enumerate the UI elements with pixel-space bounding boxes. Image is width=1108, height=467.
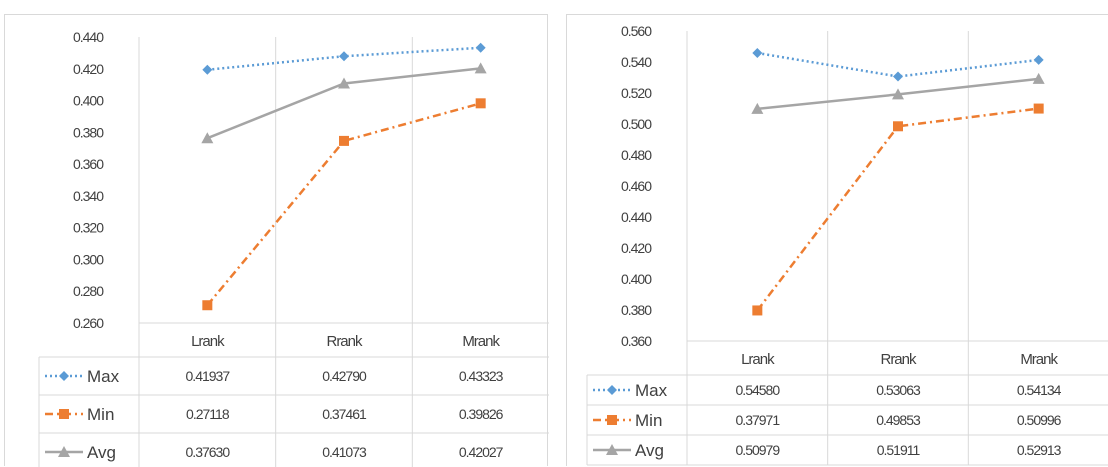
data-point-max bbox=[893, 71, 903, 82]
y-tick-label: 0.340 bbox=[73, 188, 104, 204]
data-point-avg bbox=[338, 77, 350, 89]
data-table-cell: 0.37971 bbox=[736, 412, 781, 428]
data-table-cell: 0.42027 bbox=[459, 444, 504, 460]
y-tick-label: 0.520 bbox=[621, 85, 652, 101]
data-point-min bbox=[339, 135, 349, 146]
series-line-max bbox=[207, 46, 481, 72]
data-table-cell: 0.27118 bbox=[186, 406, 230, 422]
series-line-min bbox=[756, 107, 1039, 312]
y-tick-label: 0.460 bbox=[621, 178, 652, 194]
chart-panel-left: 0.440 0.420 0.400 0.380 0.360 0.340 0.320 0.300… bbox=[4, 14, 549, 467]
data-table-cell: 0.41073 bbox=[322, 444, 367, 460]
data-point-avg bbox=[751, 102, 764, 114]
data-table-cell: 0.37630 bbox=[186, 444, 231, 460]
y-tick-label: 0.560 bbox=[621, 23, 652, 39]
data-table-cell: 0.41937 bbox=[186, 368, 231, 384]
y-tick-label: 0.260 bbox=[73, 315, 104, 331]
data-point-max bbox=[752, 48, 763, 59]
data-table-cell: 0.42790 bbox=[322, 368, 367, 384]
data-point-min bbox=[1033, 103, 1044, 114]
category-label: Lrank bbox=[741, 351, 775, 368]
y-tick-label: 0.360 bbox=[621, 333, 652, 349]
y-tick-label: 0.420 bbox=[73, 61, 104, 77]
legend-series-name: Avg bbox=[635, 441, 664, 460]
data-table-cell: 0.52913 bbox=[1017, 442, 1062, 458]
category-label: Lrank bbox=[191, 333, 225, 350]
y-tick-label: 0.400 bbox=[621, 271, 652, 287]
legend-key-marker-max bbox=[59, 371, 69, 381]
data-table-cell: 0.51911 bbox=[877, 442, 921, 458]
data-point-min bbox=[752, 305, 763, 316]
data-point-avg bbox=[892, 88, 904, 100]
category-label: Rrank bbox=[880, 351, 917, 368]
y-tick-label: 0.380 bbox=[73, 124, 104, 140]
data-point-max bbox=[202, 64, 213, 75]
category-label: Mrank bbox=[462, 333, 500, 350]
y-tick-label: 0.360 bbox=[73, 156, 104, 172]
legend-series-name: Max bbox=[635, 381, 668, 400]
data-point-max bbox=[1033, 54, 1044, 65]
y-tick-label: 0.480 bbox=[621, 147, 652, 163]
data-point-min bbox=[893, 121, 903, 132]
legend-series-name: Avg bbox=[87, 443, 116, 462]
chart-panel-right: 0.560 0.540 0.520 0.500 0.480 0.460 0.440 0.420… bbox=[566, 14, 1108, 466]
y-tick-label: 0.320 bbox=[73, 220, 104, 236]
data-table-cell: 0.54134 bbox=[1017, 382, 1062, 398]
category-label: Rrank bbox=[326, 333, 363, 350]
line-chart-left: 0.440 0.420 0.400 0.380 0.360 0.340 0.320 0.300… bbox=[38, 29, 549, 467]
y-tick-label: 0.280 bbox=[73, 283, 104, 299]
y-tick-label: 0.440 bbox=[73, 29, 104, 45]
y-tick-label: 0.440 bbox=[621, 209, 652, 225]
legend-key-marker-min bbox=[607, 415, 617, 425]
y-tick-label: 0.420 bbox=[621, 240, 652, 256]
y-tick-label: 0.380 bbox=[621, 302, 652, 318]
legend-series-name: Max bbox=[87, 367, 120, 386]
data-table-cell: 0.50979 bbox=[736, 442, 781, 458]
data-point-min bbox=[475, 98, 486, 109]
data-point-avg bbox=[1032, 72, 1045, 84]
data-point-max bbox=[475, 42, 486, 53]
data-table-cell: 0.43323 bbox=[459, 368, 504, 384]
y-tick-label: 0.300 bbox=[73, 251, 104, 267]
legend-key-marker-min bbox=[59, 409, 69, 419]
legend-series-name: Min bbox=[635, 411, 662, 430]
data-table-cell: 0.49853 bbox=[876, 412, 921, 428]
y-tick-label: 0.400 bbox=[73, 93, 104, 109]
data-table-cell: 0.54580 bbox=[736, 382, 781, 398]
data-point-min bbox=[202, 300, 213, 311]
series-line-min bbox=[206, 102, 481, 307]
data-table-cell: 0.39826 bbox=[459, 406, 504, 422]
y-tick-label: 0.540 bbox=[621, 54, 652, 70]
data-table-cell: 0.37461 bbox=[322, 406, 367, 422]
legend-key-marker-max bbox=[607, 385, 617, 395]
data-point-max bbox=[339, 51, 349, 62]
data-point-avg bbox=[201, 132, 214, 144]
y-tick-label: 0.500 bbox=[621, 116, 652, 132]
legend-series-name: Min bbox=[87, 405, 114, 424]
legend-key-marker-avg bbox=[606, 444, 618, 455]
data-table-cell: 0.50996 bbox=[1017, 412, 1062, 428]
line-chart-right: 0.560 0.540 0.520 0.500 0.480 0.460 0.440 0.420… bbox=[586, 23, 1108, 466]
data-table-cell: 0.53063 bbox=[876, 382, 921, 398]
category-label: Mrank bbox=[1020, 351, 1058, 368]
data-point-avg bbox=[474, 62, 487, 74]
legend-key-marker-avg bbox=[58, 446, 70, 457]
